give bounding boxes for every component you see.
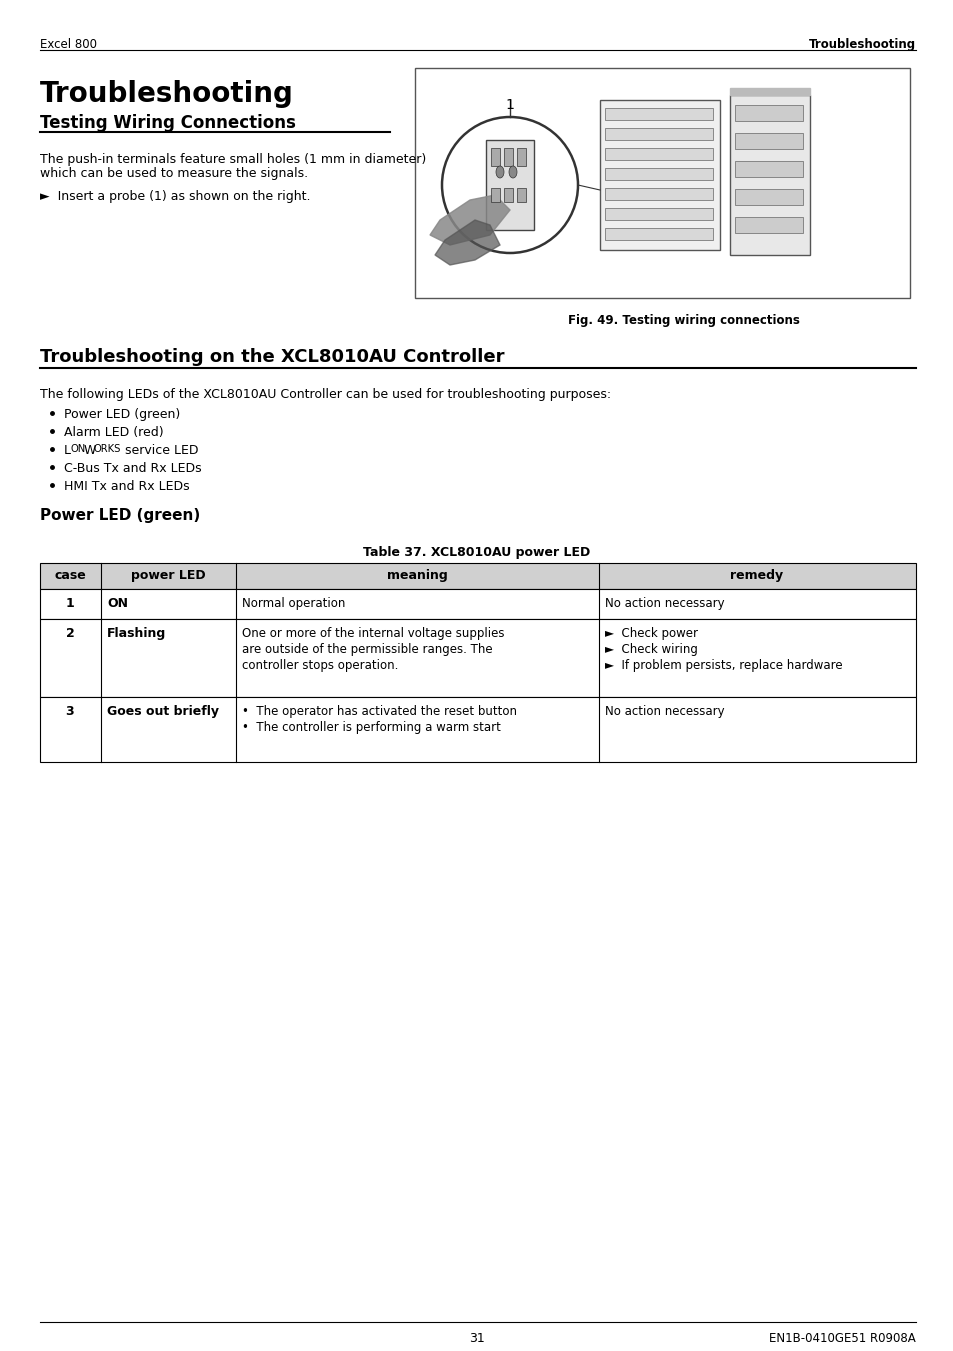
Text: 2: 2	[66, 627, 74, 640]
Bar	[491, 149, 499, 166]
Text: Troubleshooting on the XCL8010AU Controller: Troubleshooting on the XCL8010AU Control…	[40, 349, 504, 366]
Text: Flashing: Flashing	[107, 627, 166, 640]
Bar	[604, 149, 712, 159]
Bar	[604, 128, 712, 141]
Bar	[734, 105, 802, 122]
Bar	[415, 68, 909, 299]
Text: ►  Check power: ► Check power	[604, 627, 698, 640]
Bar	[729, 95, 809, 255]
Text: remedy: remedy	[730, 569, 782, 582]
Bar	[491, 188, 499, 203]
Text: No action necessary: No action necessary	[604, 705, 724, 717]
Text: ORKS: ORKS	[94, 443, 121, 454]
Bar	[604, 228, 712, 240]
Text: •  The operator has activated the reset button: • The operator has activated the reset b…	[242, 705, 517, 717]
Text: No action necessary: No action necessary	[604, 597, 724, 611]
Text: 31: 31	[469, 1332, 484, 1346]
Text: 1: 1	[66, 597, 74, 611]
Polygon shape	[435, 220, 499, 265]
Text: Goes out briefly: Goes out briefly	[107, 705, 219, 717]
Text: Excel 800: Excel 800	[40, 38, 97, 51]
Text: L: L	[64, 444, 71, 457]
Text: ►  Check wiring: ► Check wiring	[604, 643, 698, 657]
Polygon shape	[729, 88, 809, 95]
Text: The following LEDs of the XCL8010AU Controller can be used for troubleshooting p: The following LEDs of the XCL8010AU Cont…	[40, 388, 611, 401]
Bar	[604, 168, 712, 180]
Text: ON: ON	[107, 597, 128, 611]
Bar	[485, 141, 534, 230]
Text: Normal operation: Normal operation	[242, 597, 345, 611]
Text: W: W	[84, 444, 96, 457]
Text: meaning: meaning	[386, 569, 447, 582]
Text: Troubleshooting: Troubleshooting	[808, 38, 915, 51]
Bar	[604, 188, 712, 200]
Text: power LED: power LED	[131, 569, 205, 582]
Bar	[599, 100, 720, 250]
Bar	[40, 619, 915, 697]
Bar	[734, 161, 802, 177]
Text: controller stops operation.: controller stops operation.	[242, 659, 398, 671]
Text: The push-in terminals feature small holes (1 mm in diameter): The push-in terminals feature small hole…	[40, 153, 426, 166]
Bar	[503, 188, 513, 203]
Ellipse shape	[496, 166, 503, 178]
Text: One or more of the internal voltage supplies: One or more of the internal voltage supp…	[242, 627, 504, 640]
Text: are outside of the permissible ranges. The: are outside of the permissible ranges. T…	[242, 643, 492, 657]
Bar	[517, 149, 525, 166]
Polygon shape	[430, 195, 510, 245]
Bar	[604, 208, 712, 220]
Text: ►  If problem persists, replace hardware: ► If problem persists, replace hardware	[604, 659, 841, 671]
Text: ►  Insert a probe (1) as shown on the right.: ► Insert a probe (1) as shown on the rig…	[40, 190, 310, 203]
Text: case: case	[54, 569, 86, 582]
Text: which can be used to measure the signals.: which can be used to measure the signals…	[40, 168, 308, 180]
Ellipse shape	[509, 166, 517, 178]
Bar	[40, 563, 915, 589]
Bar	[734, 132, 802, 149]
Bar	[604, 108, 712, 120]
Bar	[40, 589, 915, 619]
Text: C-Bus Tx and Rx LEDs: C-Bus Tx and Rx LEDs	[64, 462, 201, 476]
Text: Testing Wiring Connections: Testing Wiring Connections	[40, 113, 295, 132]
Text: HMI Tx and Rx LEDs: HMI Tx and Rx LEDs	[64, 480, 190, 493]
Text: Troubleshooting: Troubleshooting	[40, 80, 294, 108]
Bar	[503, 149, 513, 166]
Text: Power LED (green): Power LED (green)	[40, 508, 200, 523]
Text: Fig. 49. Testing wiring connections: Fig. 49. Testing wiring connections	[567, 313, 800, 327]
Bar	[734, 218, 802, 232]
Text: •  The controller is performing a warm start: • The controller is performing a warm st…	[242, 721, 500, 734]
Text: 1: 1	[504, 99, 514, 112]
Text: 3: 3	[66, 705, 74, 717]
Text: EN1B-0410GE51 R0908A: EN1B-0410GE51 R0908A	[768, 1332, 915, 1346]
Text: Alarm LED (red): Alarm LED (red)	[64, 426, 164, 439]
Text: Table 37. XCL8010AU power LED: Table 37. XCL8010AU power LED	[363, 546, 590, 559]
Bar	[734, 189, 802, 205]
Text: Power LED (green): Power LED (green)	[64, 408, 180, 422]
Text: ON: ON	[71, 443, 86, 454]
Bar	[40, 697, 915, 762]
Bar	[517, 188, 525, 203]
Text: service LED: service LED	[121, 444, 198, 457]
